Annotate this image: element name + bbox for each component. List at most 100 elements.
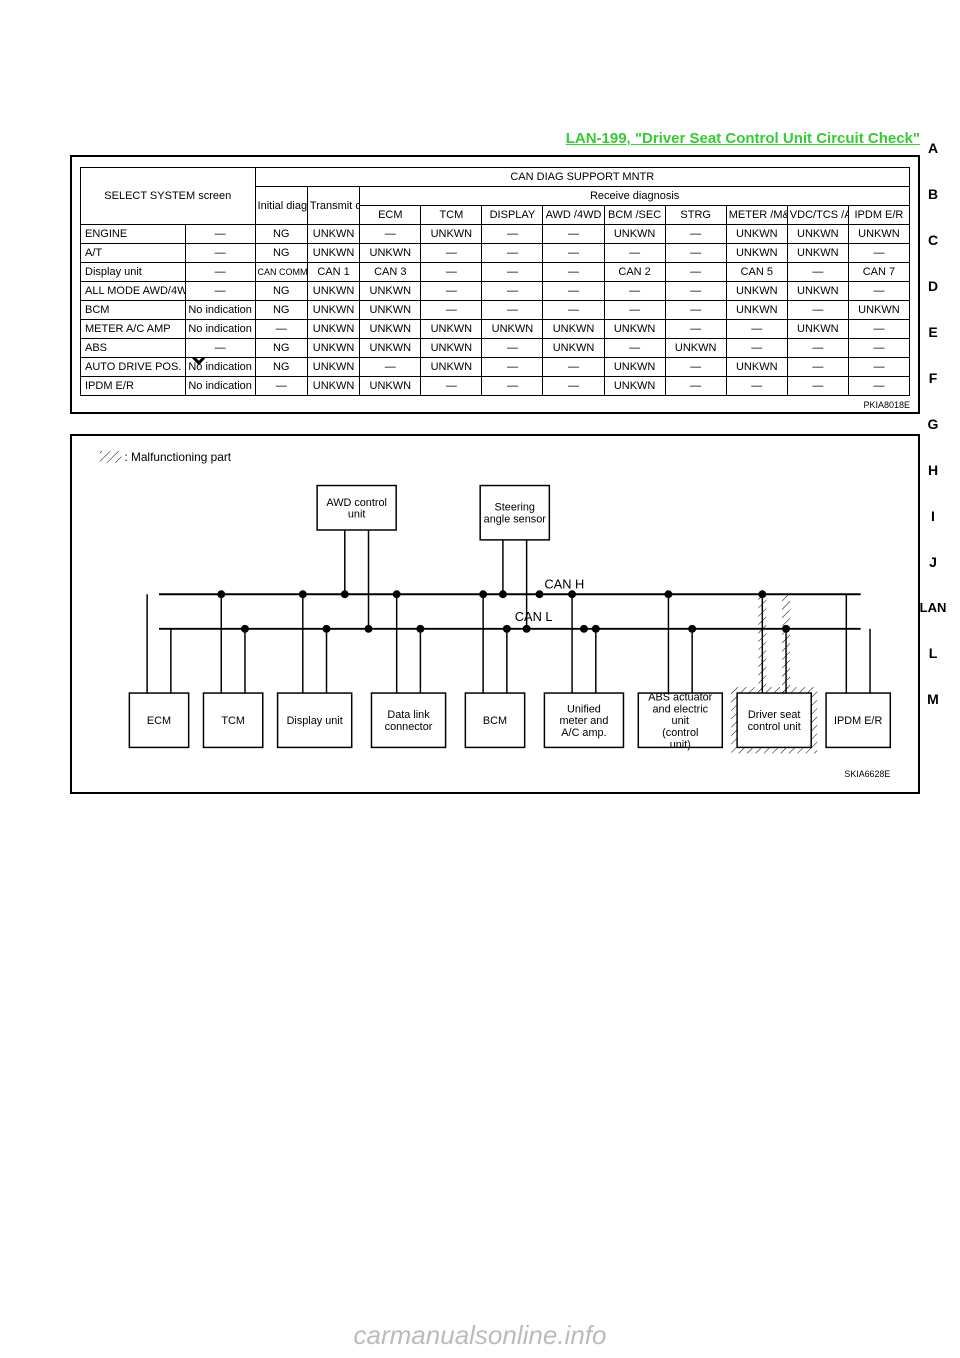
initial-cell: — <box>255 320 307 339</box>
data-cell: — <box>726 320 787 339</box>
data-cell: — <box>665 301 726 320</box>
data-cell: UNKWN <box>787 282 848 301</box>
data-cell: UNKWN <box>360 377 421 396</box>
recv-col-header: METER /M&A <box>726 206 787 225</box>
data-cell: — <box>848 339 909 358</box>
diag-table: SELECT SYSTEM screen CAN DIAG SUPPORT MN… <box>80 167 910 396</box>
svg-text:ECM: ECM <box>147 715 171 727</box>
data-cell: — <box>848 320 909 339</box>
table-part-id: PKIA8018E <box>80 396 910 410</box>
data-cell: UNKWN <box>360 244 421 263</box>
data-cell: UNKWN <box>360 282 421 301</box>
data-cell: UNKWN <box>604 358 665 377</box>
data-cell: UNKWN <box>726 244 787 263</box>
data-cell: UNKWN <box>543 339 604 358</box>
svg-text:control unit: control unit <box>748 721 801 733</box>
reference-link[interactable]: LAN-199, "Driver Seat Control Unit Circu… <box>70 130 920 147</box>
side-tab[interactable]: J <box>918 554 948 570</box>
screen-cell: No indication <box>185 358 255 377</box>
initial-cell: NG <box>255 358 307 377</box>
data-cell: UNKWN <box>726 225 787 244</box>
data-cell: — <box>421 377 482 396</box>
recv-col-header: VDC/TCS /ABS <box>787 206 848 225</box>
data-cell: — <box>482 244 543 263</box>
initial-cell: NG <box>255 301 307 320</box>
data-cell: — <box>543 282 604 301</box>
data-cell: UNKWN <box>848 301 909 320</box>
data-cell: — <box>787 339 848 358</box>
data-cell: UNKWN <box>604 320 665 339</box>
transmit-cell: UNKWN <box>307 377 359 396</box>
data-cell: — <box>665 244 726 263</box>
screen-cell: — <box>185 282 255 301</box>
data-cell: — <box>543 225 604 244</box>
data-cell: — <box>482 225 543 244</box>
data-cell: — <box>665 263 726 282</box>
side-tab[interactable]: A <box>918 140 948 156</box>
legend-text: : Malfunctioning part <box>124 450 231 464</box>
diagram-svg: : Malfunctioning part CAN H CAN L AWD co… <box>82 446 908 782</box>
side-tab[interactable]: B <box>918 186 948 202</box>
side-tab[interactable]: H <box>918 462 948 478</box>
side-tab[interactable]: LAN <box>918 600 948 615</box>
svg-text:connector: connector <box>385 721 433 733</box>
receive-header: Receive diagnosis <box>360 187 910 206</box>
data-cell: — <box>543 358 604 377</box>
system-cell: A/T <box>81 244 186 263</box>
data-cell: — <box>604 282 665 301</box>
recv-col-header: DISPLAY <box>482 206 543 225</box>
transmit-cell: UNKWN <box>307 225 359 244</box>
data-cell: — <box>787 263 848 282</box>
data-cell: — <box>543 301 604 320</box>
side-tab[interactable]: L <box>918 645 948 661</box>
side-tab[interactable]: C <box>918 232 948 248</box>
side-tab[interactable]: I <box>918 508 948 524</box>
system-cell: ABS <box>81 339 186 358</box>
data-cell: UNKWN <box>543 320 604 339</box>
data-cell: UNKWN <box>665 339 726 358</box>
initial-header: Initial diagnosis <box>255 187 307 225</box>
circuit-diagram: : Malfunctioning part CAN H CAN L AWD co… <box>70 434 920 794</box>
data-cell: — <box>604 244 665 263</box>
transmit-header: Transmit diagnosis <box>307 187 359 225</box>
screen-cell: — <box>185 263 255 282</box>
data-cell: UNKWN <box>421 339 482 358</box>
data-cell: UNKWN <box>848 225 909 244</box>
svg-text:Display unit: Display unit <box>287 715 343 727</box>
svg-text:AWD control: AWD control <box>326 497 387 509</box>
data-cell: — <box>665 358 726 377</box>
svg-text:Data link: Data link <box>387 709 430 721</box>
page: LAN-199, "Driver Seat Control Unit Circu… <box>0 0 960 834</box>
screen-cell: No indication <box>185 320 255 339</box>
side-tab[interactable]: E <box>918 324 948 340</box>
side-tab[interactable]: F <box>918 370 948 386</box>
initial-cell: NG <box>255 244 307 263</box>
svg-text:and electric: and electric <box>653 703 709 715</box>
screen-cell: No indication <box>185 377 255 396</box>
data-cell: UNKWN <box>421 225 482 244</box>
data-cell: — <box>421 244 482 263</box>
data-cell: — <box>848 244 909 263</box>
transmit-cell: UNKWN <box>307 358 359 377</box>
svg-text:Driver seat: Driver seat <box>748 709 801 721</box>
recv-col-header: ECM <box>360 206 421 225</box>
data-cell: UNKWN <box>604 225 665 244</box>
data-cell: UNKWN <box>787 320 848 339</box>
recv-col-header: BCM /SEC <box>604 206 665 225</box>
svg-text:unit: unit <box>348 509 366 521</box>
side-tab[interactable]: D <box>918 278 948 294</box>
system-cell: IPDM E/R <box>81 377 186 396</box>
system-cell: BCM <box>81 301 186 320</box>
data-cell: — <box>787 358 848 377</box>
svg-text:(control: (control <box>662 727 698 739</box>
table-row: ALL MODE AWD/4WD—NGUNKWNUNKWN—————UNKWNU… <box>81 282 910 301</box>
data-cell: — <box>482 339 543 358</box>
screen-cell: — <box>185 339 255 358</box>
svg-text:ABS actuator: ABS actuator <box>648 691 712 703</box>
side-tab[interactable]: M <box>918 691 948 707</box>
svg-text:unit: unit <box>672 715 690 727</box>
initial-cell: — <box>255 377 307 396</box>
initial-cell: NG <box>255 339 307 358</box>
side-tab[interactable]: G <box>918 416 948 432</box>
data-cell: UNKWN <box>360 301 421 320</box>
